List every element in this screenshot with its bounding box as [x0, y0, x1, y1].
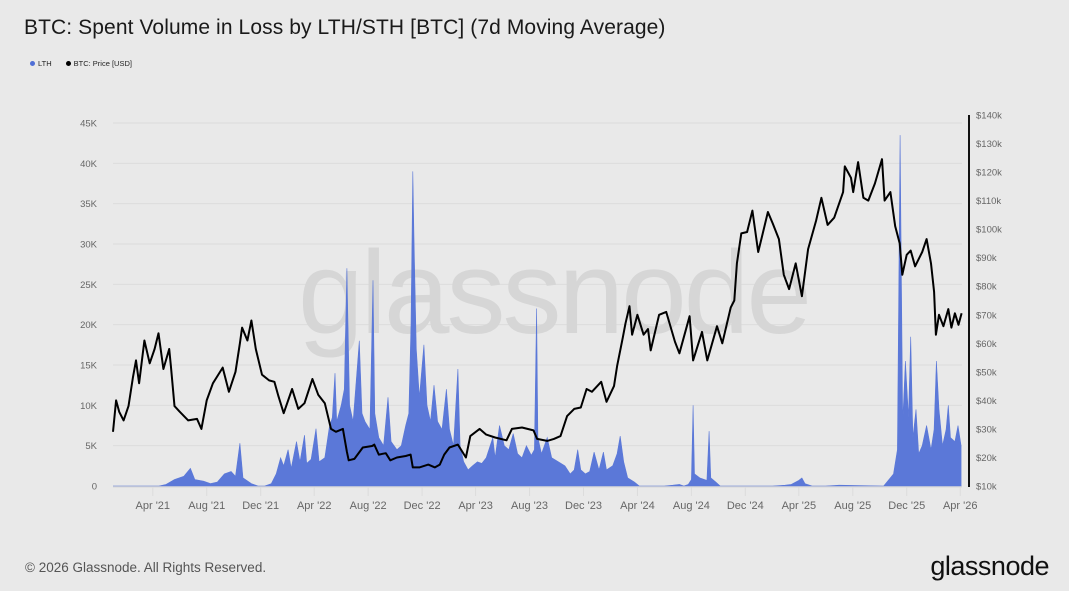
copyright-text: © 2026 Glassnode. All Rights Reserved.: [25, 560, 267, 575]
right-tick-label: $20k: [976, 453, 997, 464]
glassnode-logo: glassnode: [930, 551, 1049, 581]
left-tick-label: 0: [92, 482, 97, 493]
btc-price-line: [112, 158, 963, 469]
left-tick-label: 10K: [80, 401, 98, 412]
legend: LTH BTC: Price [USD]: [30, 59, 132, 68]
right-tick-label: $90k: [976, 253, 997, 264]
x-tick-label: Aug '21: [188, 500, 225, 512]
legend-dot-lth: [30, 61, 35, 66]
left-tick-label: 25K: [80, 280, 98, 291]
x-tick-label: Apr '22: [297, 500, 332, 512]
x-tick-label: Dec '21: [242, 500, 279, 512]
x-tick-label: Aug '23: [511, 500, 548, 512]
left-tick-label: 20K: [80, 320, 98, 331]
right-tick-label: $130k: [976, 139, 1002, 150]
left-tick-label: 15K: [80, 361, 98, 372]
chart-title: BTC: Spent Volume in Loss by LTH/STH [BT…: [24, 16, 666, 39]
left-tick-label: 5K: [85, 441, 97, 452]
right-tick-label: $10k: [976, 482, 997, 493]
left-tick-label: 35K: [80, 199, 98, 210]
lth-area-series: [113, 135, 962, 487]
left-tick-label: 40K: [80, 159, 98, 170]
right-tick-label: $100k: [976, 225, 1002, 236]
x-tick-label: Dec '22: [404, 500, 441, 512]
x-tick-label: Aug '24: [673, 500, 710, 512]
x-gridlines: [113, 486, 962, 496]
right-tick-label: $50k: [976, 367, 997, 378]
legend-item-btc-price[interactable]: BTC: Price [USD]: [65, 59, 132, 68]
legend-label-lth: LTH: [38, 59, 52, 68]
right-tick-label: $70k: [976, 310, 997, 321]
left-tick-label: 30K: [80, 240, 98, 251]
right-axis-ticks: $10k $20k $30k $40k $50k $60k $70k $80k $90k $100…: [976, 111, 1002, 493]
right-tick-label: $110k: [976, 196, 1001, 207]
x-tick-label: Apr '26: [943, 500, 978, 512]
x-tick-label: Dec '23: [565, 500, 602, 512]
x-tick-label: Aug '25: [834, 500, 871, 512]
x-tick-label: Apr '24: [620, 500, 655, 512]
x-tick-label: Aug '22: [350, 500, 387, 512]
right-tick-label: $40k: [976, 396, 997, 407]
legend-label-btc-price: BTC: Price [USD]: [73, 59, 132, 68]
legend-dot-btc-price: [65, 61, 71, 66]
x-axis-ticks: Apr '21 Aug '21 Dec '21 Apr '22 Aug '22 Dec '…: [136, 500, 978, 512]
left-axis-ticks: 0 5K 10K 15K 20K 25K 30K 35K 40K 45K: [80, 119, 98, 493]
left-tick-label: 45K: [80, 119, 98, 130]
right-tick-label: $60k: [976, 339, 997, 350]
right-tick-label: $120k: [976, 168, 1002, 179]
watermark: glassnode: [298, 227, 809, 359]
x-tick-label: Dec '24: [727, 500, 764, 512]
x-tick-label: Dec '25: [888, 500, 925, 512]
right-tick-label: $80k: [976, 282, 997, 293]
x-tick-label: Apr '25: [782, 500, 817, 512]
legend-item-lth[interactable]: LTH: [30, 59, 52, 68]
right-tick-label: $140k: [976, 111, 1002, 122]
x-tick-label: Apr '23: [458, 500, 493, 512]
right-tick-label: $30k: [976, 424, 997, 435]
x-tick-label: Apr '21: [136, 500, 171, 512]
